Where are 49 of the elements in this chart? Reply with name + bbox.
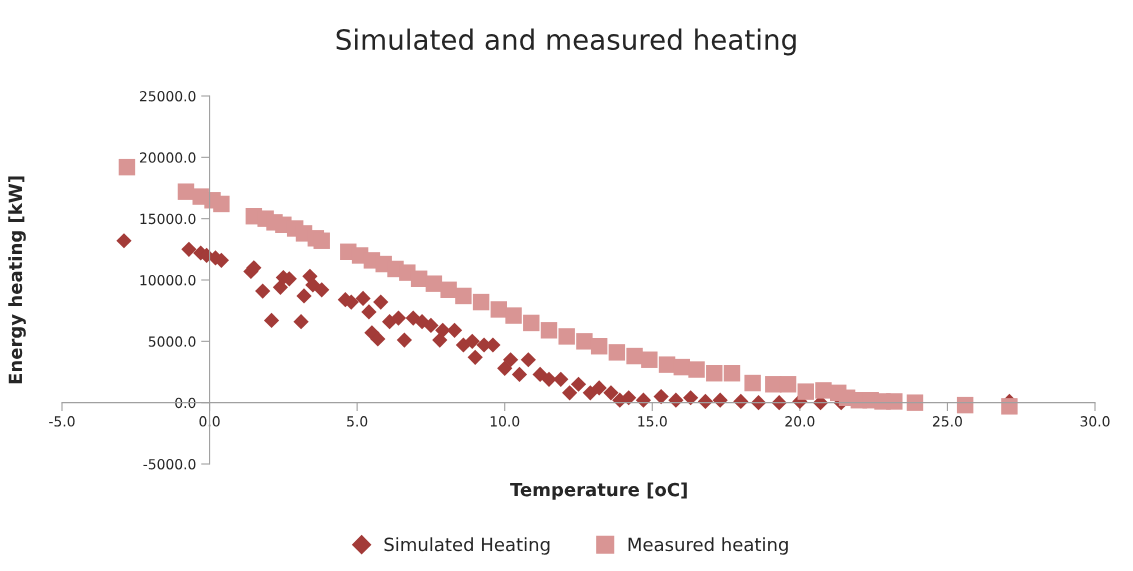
y-tick-label: -5000.0 — [143, 458, 196, 470]
point — [688, 361, 705, 378]
point — [505, 307, 522, 324]
point — [455, 287, 472, 305]
point — [1001, 398, 1018, 415]
point — [540, 322, 558, 339]
legend-label: Measured heating — [628, 537, 788, 555]
y-tick-label: 5000.0 — [148, 336, 196, 347]
legend-label: Simulated Heating — [384, 537, 550, 555]
point — [797, 383, 814, 400]
x-tick-label: 20.0 — [785, 416, 815, 427]
point — [523, 314, 540, 332]
point — [906, 394, 924, 411]
x-tick-label: -5.0 — [49, 416, 75, 427]
point — [213, 195, 230, 213]
point — [472, 293, 490, 311]
x-tick-label: 15.0 — [638, 416, 667, 427]
x-tick-label: 0.0 — [199, 416, 220, 427]
point — [440, 281, 457, 299]
x-axis-title: Temperature [oC] — [510, 482, 687, 500]
point — [779, 376, 797, 393]
point — [641, 351, 658, 368]
point — [410, 270, 428, 287]
point — [118, 158, 136, 176]
chart-title: Simulated and measured heating — [336, 28, 796, 56]
x-tick-label: 30.0 — [1080, 416, 1110, 427]
point — [490, 301, 508, 318]
point — [626, 347, 643, 365]
x-tick-label: 10.0 — [490, 416, 520, 427]
point — [886, 393, 903, 410]
point — [576, 333, 593, 350]
point — [815, 382, 832, 399]
point — [177, 183, 195, 200]
point — [744, 374, 761, 392]
x-tick-label: 25.0 — [932, 416, 962, 427]
y-tick-label: 10000.0 — [140, 274, 196, 286]
point — [706, 365, 723, 382]
y-tick-label: 25000.0 — [139, 90, 196, 102]
point — [608, 344, 626, 361]
point — [313, 232, 330, 249]
point — [425, 275, 443, 292]
point — [558, 328, 575, 345]
point — [590, 338, 608, 355]
y-axis-title: Energy heating [kW] — [8, 176, 26, 384]
point — [658, 356, 676, 373]
point — [723, 365, 741, 382]
y-tick-label: 15000.0 — [140, 213, 196, 225]
x-tick-label: 5.0 — [347, 416, 368, 427]
y-tick-label: 20000.0 — [139, 152, 196, 163]
